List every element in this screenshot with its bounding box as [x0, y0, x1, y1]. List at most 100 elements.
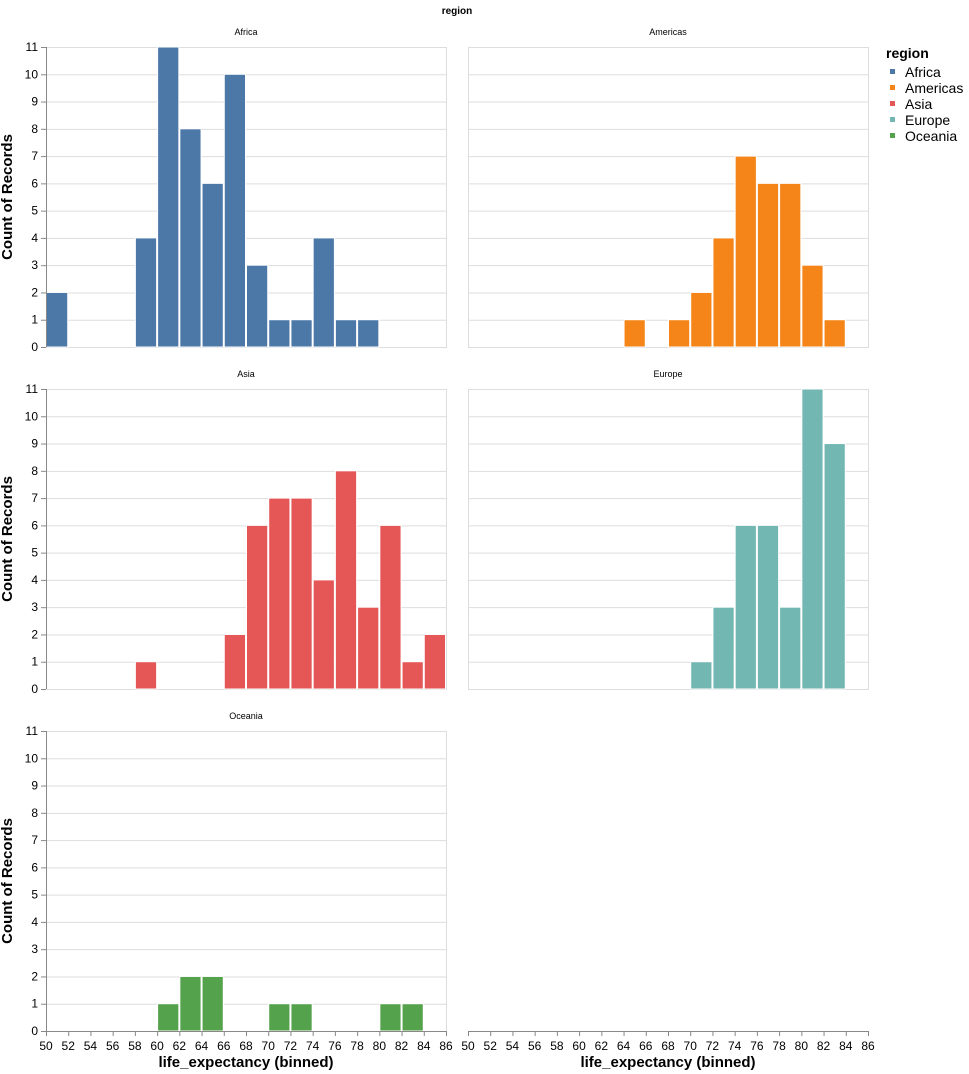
x-tick-label-86: 86	[861, 1039, 875, 1053]
y-tick-label-1: 1	[31, 997, 38, 1011]
x-tick-label-70: 70	[262, 1039, 276, 1053]
bar-oceania-62	[179, 975, 202, 1032]
bar-oceania-82	[401, 1003, 424, 1032]
bar-asia-68	[246, 524, 269, 690]
y-tick-label-5: 5	[31, 546, 38, 560]
y-tick-label-11: 11	[26, 724, 39, 738]
x-tick-label-74: 74	[306, 1039, 320, 1053]
bar-africa-72	[290, 319, 313, 348]
x-tick-label-66: 66	[639, 1039, 653, 1053]
y-tick-label-9: 9	[31, 95, 38, 109]
x-tick-label-76: 76	[750, 1039, 764, 1053]
bar-americas-82	[823, 319, 846, 348]
facet-frame	[46, 731, 447, 1032]
facet-title-asia: Asia	[237, 369, 255, 379]
y-tick-label-3: 3	[31, 942, 38, 956]
x-tick-label-50: 50	[39, 1039, 53, 1053]
facet-frame	[468, 389, 869, 690]
x-tick-label-82: 82	[395, 1039, 409, 1053]
bar-oceania-64	[201, 975, 224, 1032]
facet-title-oceania: Oceania	[229, 711, 263, 721]
bar-asia-72	[290, 497, 313, 690]
y-axis-title: Count of Records	[0, 134, 16, 260]
y-tick-label-1: 1	[31, 313, 38, 327]
y-tick-label-2: 2	[31, 969, 38, 983]
x-tick-label-62: 62	[595, 1039, 609, 1053]
legend-label-americas: Americas	[905, 80, 963, 96]
x-tick-label-84: 84	[417, 1039, 431, 1053]
legend-label-europe: Europe	[905, 112, 950, 128]
y-tick-label-5: 5	[31, 204, 38, 218]
bar-americas-68	[668, 319, 691, 348]
bar-asia-78	[357, 606, 380, 690]
x-tick-label-82: 82	[817, 1039, 831, 1053]
x-tick-label-64: 64	[195, 1039, 209, 1053]
facet-africa: Africa 0 1 2 3 4 5 6 7 8 9 10 11 Count of Records	[0, 27, 447, 354]
x-tick-label-74: 74	[728, 1039, 742, 1053]
y-tick-label-6: 6	[31, 860, 38, 874]
legend-item-africa: Africa	[890, 64, 941, 80]
y-tick-label-7: 7	[31, 149, 38, 163]
x-tick-label-78: 78	[772, 1039, 786, 1053]
x-tick-label-72: 72	[706, 1039, 720, 1053]
x-tick-label-58: 58	[550, 1039, 564, 1053]
y-tick-label-7: 7	[31, 833, 38, 847]
x-tick-label-54: 54	[506, 1039, 520, 1053]
bar-asia-74	[312, 579, 335, 690]
x-tick-label-50: 50	[461, 1039, 475, 1053]
x-tick-label-80: 80	[795, 1039, 809, 1053]
bar-oceania-70	[268, 1003, 291, 1032]
x-axis-title: life_expectancy (binned)	[158, 1054, 333, 1071]
y-tick-label-0: 0	[31, 1024, 38, 1038]
y-tick-label-8: 8	[31, 806, 38, 820]
y-tick-label-11: 11	[26, 382, 39, 396]
x-tick-label-60: 60	[572, 1039, 586, 1053]
x-tick-label-72: 72	[284, 1039, 298, 1053]
bar-asia-84	[423, 633, 446, 690]
x-axis-1: 50 52 54 56 58 60 62 64 66 68 70 72 74 76 78 80 82 84 86 li…	[39, 1031, 453, 1071]
bar-asia-76	[334, 470, 358, 690]
chart-header-title: region	[442, 6, 473, 17]
legend-label-oceania: Oceania	[905, 128, 957, 144]
legend-label-africa: Africa	[905, 64, 941, 80]
legend-label-asia: Asia	[905, 96, 932, 112]
y-tick-label-8: 8	[31, 464, 38, 478]
y-tick-label-11: 11	[26, 40, 39, 54]
bar-asia-80	[379, 524, 402, 690]
y-tick-label-8: 8	[31, 122, 38, 136]
x-tick-label-76: 76	[328, 1039, 342, 1053]
bar-europe-72	[712, 606, 735, 690]
bar-oceania-60	[157, 1003, 180, 1032]
y-tick-label-4: 4	[31, 573, 38, 587]
bar-africa-60	[157, 46, 180, 348]
bar-africa-66	[223, 73, 246, 348]
bar-oceania-72	[290, 1003, 313, 1032]
y-tick-label-6: 6	[31, 176, 38, 190]
bar-africa-64	[201, 182, 224, 348]
legend-title: region	[886, 45, 929, 61]
y-tick-label-3: 3	[31, 258, 38, 272]
x-tick-label-66: 66	[217, 1039, 231, 1053]
x-tick-label-68: 68	[239, 1039, 253, 1053]
x-tick-label-60: 60	[150, 1039, 164, 1053]
y-axis-title: Count of Records	[0, 818, 16, 944]
facet-title-europe: Europe	[653, 369, 682, 379]
y-tick-label-9: 9	[31, 779, 38, 793]
legend-item-europe: Europe	[890, 112, 950, 128]
legend-swatch-africa	[890, 69, 895, 74]
legend-item-asia: Asia	[890, 96, 932, 112]
bar-americas-70	[690, 291, 713, 348]
bar-europe-82	[823, 443, 846, 690]
legend-swatch-americas	[890, 85, 895, 90]
y-tick-label-2: 2	[31, 285, 38, 299]
x-tick-label-86: 86	[439, 1039, 453, 1053]
x-tick-label-54: 54	[84, 1039, 98, 1053]
x-axis-title: life_expectancy (binned)	[580, 1054, 755, 1071]
x-tick-label-80: 80	[373, 1039, 387, 1053]
bar-americas-76	[756, 182, 780, 348]
bar-africa-76	[334, 319, 358, 348]
bar-americas-74	[734, 155, 757, 348]
bar-oceania-80	[379, 1003, 402, 1032]
